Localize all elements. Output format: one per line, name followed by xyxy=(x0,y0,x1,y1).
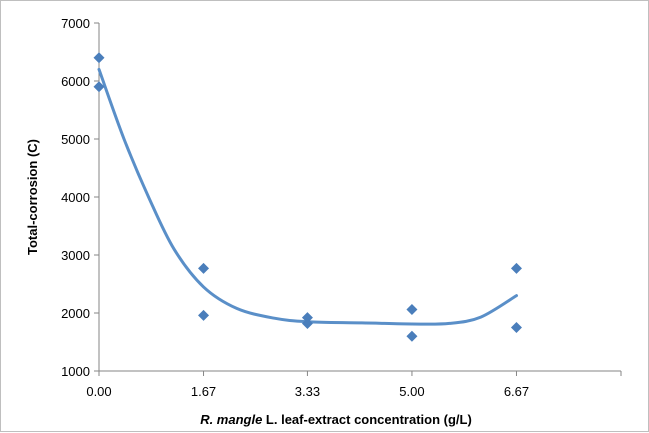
y-tick-label: 6000 xyxy=(61,74,90,89)
y-tick-label: 7000 xyxy=(61,16,90,31)
y-tick-label: 1000 xyxy=(61,364,90,379)
x-axis-title-species: R. mangle xyxy=(200,412,262,427)
data-point xyxy=(93,52,105,64)
x-tick-label: 3.33 xyxy=(295,384,320,399)
y-axis: 1000 2000 3000 4000 5000 6000 7000 xyxy=(61,16,100,379)
y-tick-label: 5000 xyxy=(61,132,90,147)
data-point xyxy=(198,309,210,321)
y-tick-label: 4000 xyxy=(61,190,90,205)
x-tick-label: 0.00 xyxy=(86,384,111,399)
data-point xyxy=(510,322,522,333)
y-tick-label: 2000 xyxy=(61,306,90,321)
data-point xyxy=(510,262,522,274)
x-tick-label: 5.00 xyxy=(399,384,424,399)
x-axis-title-rest: L. leaf-extract concentration (g/L) xyxy=(262,412,471,427)
data-point xyxy=(198,262,210,274)
trendline-group xyxy=(97,67,518,326)
trendline xyxy=(97,67,518,326)
data-point xyxy=(406,330,418,342)
data-points xyxy=(93,52,522,342)
y-tick-label: 3000 xyxy=(61,248,90,263)
y-axis-title: Total-corrosion (C) xyxy=(25,139,40,255)
data-point xyxy=(301,312,313,324)
x-tick-label: 1.67 xyxy=(191,384,216,399)
x-axis: 0.00 1.67 3.33 5.00 6.67 xyxy=(86,370,622,399)
data-point xyxy=(301,317,313,329)
data-point xyxy=(406,304,418,316)
data-point xyxy=(93,81,105,93)
x-axis-title: R. mangle L. leaf-extract concentration … xyxy=(200,412,472,427)
x-tick-label: 6.67 xyxy=(504,384,529,399)
